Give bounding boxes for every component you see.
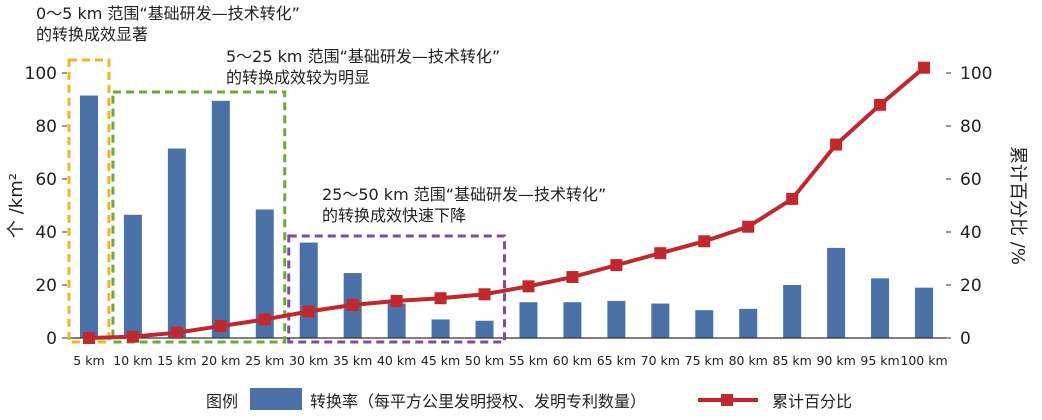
y-tick-label-1: 20 [35,276,57,296]
annotation-mid-range: 5～25 km 范围“基础研发—技术转化” 的转换成效较为明显 [226,46,500,88]
bar-10 [519,302,538,338]
x-tick-label-1: 10 km [113,353,152,368]
bar-4 [255,209,274,338]
bar-14 [695,310,714,338]
bar-1 [123,214,142,338]
line-point-8 [434,292,447,305]
y-tick-label-0: 0 [46,329,57,349]
annotation-mid-range-line1: 5～25 km 范围“基础研发—技术转化” [226,47,501,66]
line-point-9 [478,288,491,301]
line-point-2 [170,326,183,339]
x-tick-label-15: 80 km [729,353,768,368]
bar-3 [211,100,230,338]
y-axis-title: 个 /km² [6,173,27,238]
y2-tick-label-5: 100 [960,64,992,84]
line-point-6 [346,298,359,311]
bar-17 [827,247,846,338]
bar-9 [475,320,494,338]
annotation-far-range-line2: 的转换成效快速下降 [322,206,467,225]
x-tick-label-11: 60 km [553,353,592,368]
line-point-1 [126,330,139,343]
x-tick-label-13: 70 km [641,353,680,368]
line-point-18 [874,98,887,111]
x-tick-label-14: 75 km [685,353,724,368]
x-tick-label-4: 25 km [245,353,284,368]
y2-tick-label-0: 0 [960,329,971,349]
x-tick-label-19: 100 km [900,353,947,368]
bar-19 [915,287,934,338]
x-tick-label-16: 85 km [773,353,812,368]
y2-tick-label-2: 40 [960,223,982,243]
line-point-3 [214,320,227,333]
line-point-0 [82,332,95,344]
line-point-15 [742,220,755,233]
x-tick-label-3: 20 km [201,353,240,368]
bar-12 [607,300,626,338]
line-point-16 [786,192,799,205]
x-tick-label-5: 30 km [289,353,328,368]
line-point-13 [654,247,667,260]
bar-7 [387,303,406,338]
line-point-4 [258,313,271,326]
legend-bar-label: 转换率（每平方公里发明授权、发明专利数量） [310,392,647,411]
legend: 图例 转换率（每平方公里发明授权、发明专利数量） 累计百分比 [0,384,1042,414]
bar-13 [651,303,670,338]
x-tick-label-12: 65 km [597,353,636,368]
annotation-mid-range-line2: 的转换成效较为明显 [226,68,371,87]
legend-line-swatch [698,394,758,406]
line-point-19 [918,61,931,74]
x-tick-label-0: 5 km [73,353,104,368]
annotation-near-range-line2: 的转换成效显著 [36,25,149,44]
line-point-14 [698,235,711,248]
y-tick-label-2: 40 [35,223,57,243]
annotation-far-range: 25～50 km 范围“基础研发—技术转化” 的转换成效快速下降 [322,184,606,226]
annotation-far-range-line1: 25～50 km 范围“基础研发—技术转化” [322,185,607,204]
line-point-17 [830,138,843,151]
highlight-box-2 [287,234,506,344]
bar-18 [871,278,890,338]
x-tick-label-6: 35 km [333,353,372,368]
highlight-box-1 [111,90,287,344]
annotation-near-range-line1: 0～5 km 范围“基础研发—技术转化” [36,4,300,23]
bar-11 [563,302,582,338]
legend-bar-swatch [250,388,302,410]
y2-axis-title: 累计百分比 /% [1007,146,1028,265]
bar-8 [431,319,450,338]
line-point-11 [566,271,579,284]
x-tick-label-8: 45 km [421,353,460,368]
line-point-12 [610,259,623,272]
cumulative-line [88,66,926,340]
bar-2 [167,148,186,338]
legend-title: 图例 [206,392,239,411]
x-tick-label-10: 55 km [509,353,548,368]
line-point-5 [302,305,315,318]
y-tick-label-5: 100 [25,64,57,84]
line-point-10 [522,280,535,293]
bar-15 [739,308,758,338]
y2-tick-label-1: 20 [960,276,982,296]
line-point-7 [390,294,403,307]
legend-line-label: 累计百分比 [772,392,853,411]
annotation-near-range: 0～5 km 范围“基础研发—技术转化” 的转换成效显著 [36,3,300,45]
y2-tick-label-3: 60 [960,170,982,190]
x-tick-label-18: 95 km [860,353,899,368]
bar-16 [783,285,802,338]
y2-tick-label-4: 80 [960,117,982,137]
bar-0 [79,95,98,339]
x-tick-label-17: 90 km [816,353,855,368]
bar-5 [299,242,318,338]
x-tick-label-2: 15 km [157,353,196,368]
y-tick-label-4: 80 [35,117,57,137]
x-tick-label-9: 50 km [465,353,504,368]
x-tick-label-7: 40 km [377,353,416,368]
y-tick-label-3: 60 [35,170,57,190]
